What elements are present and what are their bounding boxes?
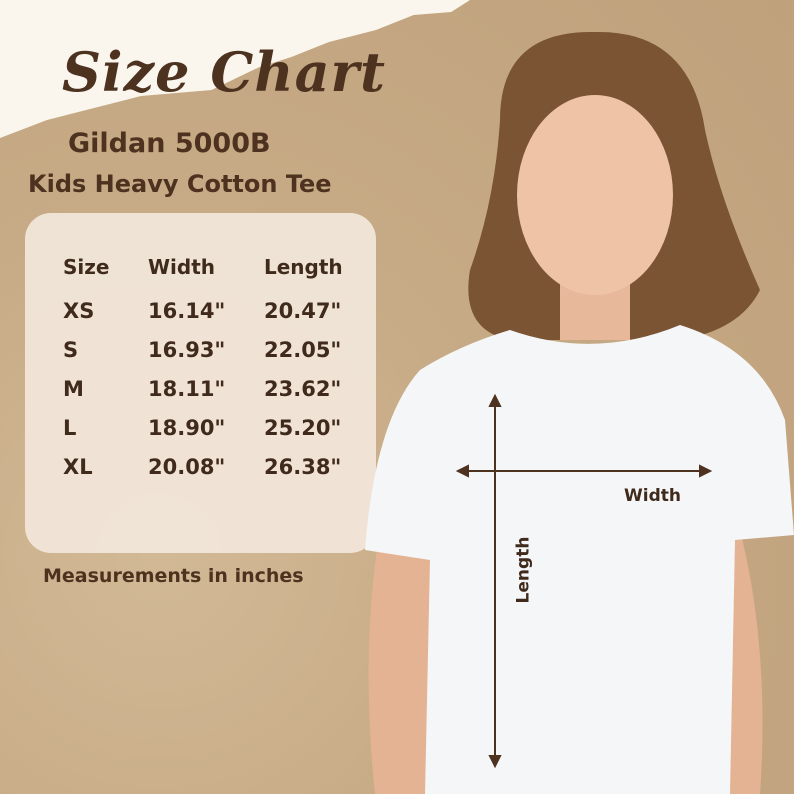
table-row: XL 20.08" 26.38" (55, 453, 374, 492)
arm-left (368, 530, 440, 794)
cell-width: 16.14" (148, 299, 226, 323)
cell-width: 16.93" (148, 338, 226, 362)
table-row: S 16.93" 22.05" (55, 336, 374, 375)
header-length: Length (264, 255, 343, 279)
cell-size: XS (63, 299, 95, 323)
length-label: Length (513, 536, 534, 604)
cell-width: 18.90" (148, 416, 226, 440)
cell-width: 20.08" (148, 455, 226, 479)
cell-size: S (63, 338, 79, 362)
measurement-note: Measurements in inches (43, 565, 304, 587)
face (517, 95, 673, 295)
cell-length: 22.05" (264, 338, 342, 362)
model-photo (365, 31, 794, 794)
size-table-card (25, 213, 376, 553)
cell-length: 26.38" (264, 455, 342, 479)
header-size: Size (63, 255, 110, 279)
table-row: M 18.11" 23.62" (55, 375, 374, 414)
page-title: Size Chart (62, 40, 386, 104)
product-model: Gildan 5000B (68, 128, 271, 159)
table-row: L 18.90" 25.20" (55, 414, 374, 453)
cell-length: 23.62" (264, 377, 342, 401)
width-arrow (455, 464, 713, 478)
length-arrow (488, 393, 502, 769)
cell-length: 20.47" (264, 299, 342, 323)
cell-length: 25.20" (264, 416, 342, 440)
cell-size: XL (63, 455, 93, 479)
product-name: Kids Heavy Cotton Tee (28, 170, 332, 198)
cell-width: 18.11" (148, 377, 226, 401)
cell-size: M (63, 377, 84, 401)
cell-size: L (63, 416, 77, 440)
table-header-row: Size Width Length (55, 255, 374, 297)
table-row: XS 16.14" 20.47" (55, 297, 374, 336)
t-shirt (365, 325, 794, 794)
width-label: Width (624, 486, 681, 506)
size-table: Size Width Length XS 16.14" 20.47" S 16.93" 2… (55, 255, 374, 492)
header-width: Width (148, 255, 216, 279)
